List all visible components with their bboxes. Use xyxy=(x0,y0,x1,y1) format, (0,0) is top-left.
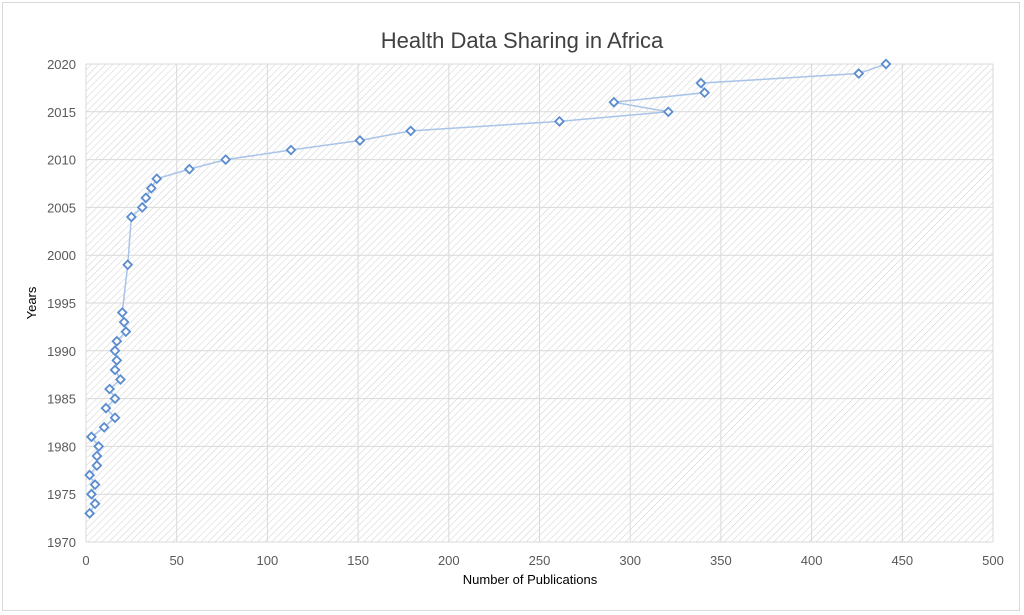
data-point xyxy=(695,77,707,89)
x-tick-label: 450 xyxy=(891,553,913,568)
data-point xyxy=(93,440,105,452)
data-point xyxy=(109,364,121,376)
data-point xyxy=(91,460,103,471)
y-axis-label: Years xyxy=(24,286,39,319)
data-point xyxy=(120,326,132,338)
chart-title: Health Data Sharing in Africa xyxy=(381,28,664,53)
data-point xyxy=(100,402,112,414)
x-tick-label: 350 xyxy=(710,553,732,568)
data-point xyxy=(104,383,116,395)
y-tick-label: 2020 xyxy=(47,57,76,72)
y-tick-label: 2005 xyxy=(47,200,76,215)
data-point xyxy=(608,96,620,108)
data-point xyxy=(122,259,134,271)
data-point xyxy=(91,450,103,462)
y-tick-label: 2000 xyxy=(47,248,76,263)
gridlines xyxy=(85,63,994,543)
data-point xyxy=(98,421,110,433)
data-point xyxy=(116,307,128,319)
data-point xyxy=(84,507,96,519)
x-tick-label: 300 xyxy=(619,553,641,568)
data-point xyxy=(285,144,297,156)
series-markers xyxy=(84,58,892,519)
data-point xyxy=(183,163,195,175)
data-point xyxy=(111,354,123,366)
data-point xyxy=(145,182,157,194)
data-point xyxy=(140,192,152,204)
data-point xyxy=(151,173,163,185)
data-point xyxy=(220,154,232,166)
data-point xyxy=(111,335,123,347)
data-point xyxy=(85,488,97,500)
series-line xyxy=(88,63,887,514)
x-tick-label: 250 xyxy=(529,553,551,568)
y-tick-label: 1990 xyxy=(47,344,76,359)
x-axis-label: Number of Publications xyxy=(463,572,598,587)
x-tick-label: 100 xyxy=(257,553,279,568)
data-point xyxy=(109,345,121,357)
y-tick-label: 1980 xyxy=(47,439,76,454)
y-tick-label: 2010 xyxy=(47,153,76,168)
data-point xyxy=(880,58,892,70)
data-point xyxy=(118,316,130,328)
x-tick-label: 50 xyxy=(169,553,183,568)
data-point xyxy=(84,469,96,481)
x-tick-label: 150 xyxy=(347,553,369,568)
x-tick-label: 200 xyxy=(438,553,460,568)
data-point xyxy=(114,374,126,385)
y-tick-label: 1985 xyxy=(47,392,76,407)
y-tick-label: 1995 xyxy=(47,296,76,311)
x-tick-label: 400 xyxy=(801,553,823,568)
data-point xyxy=(85,431,97,443)
data-point xyxy=(125,211,137,223)
data-point xyxy=(109,393,121,405)
y-tick-label: 2015 xyxy=(47,105,76,120)
data-point xyxy=(405,125,417,137)
tick-labels: 0 50 100 150 200 250 300 350 400 450 500 1970 1975 19… xyxy=(47,57,1004,568)
data-point xyxy=(89,479,101,491)
y-tick-label: 1975 xyxy=(47,487,76,502)
x-tick-label: 500 xyxy=(982,553,1004,568)
data-point xyxy=(89,498,101,510)
data-point xyxy=(136,201,148,213)
x-tick-label: 0 xyxy=(82,553,89,568)
data-point xyxy=(109,412,121,424)
data-point xyxy=(553,115,565,127)
y-tick-label: 1970 xyxy=(47,535,76,550)
data-point xyxy=(853,68,865,80)
data-point xyxy=(699,87,711,99)
data-point xyxy=(354,135,366,146)
data-point xyxy=(662,106,674,118)
